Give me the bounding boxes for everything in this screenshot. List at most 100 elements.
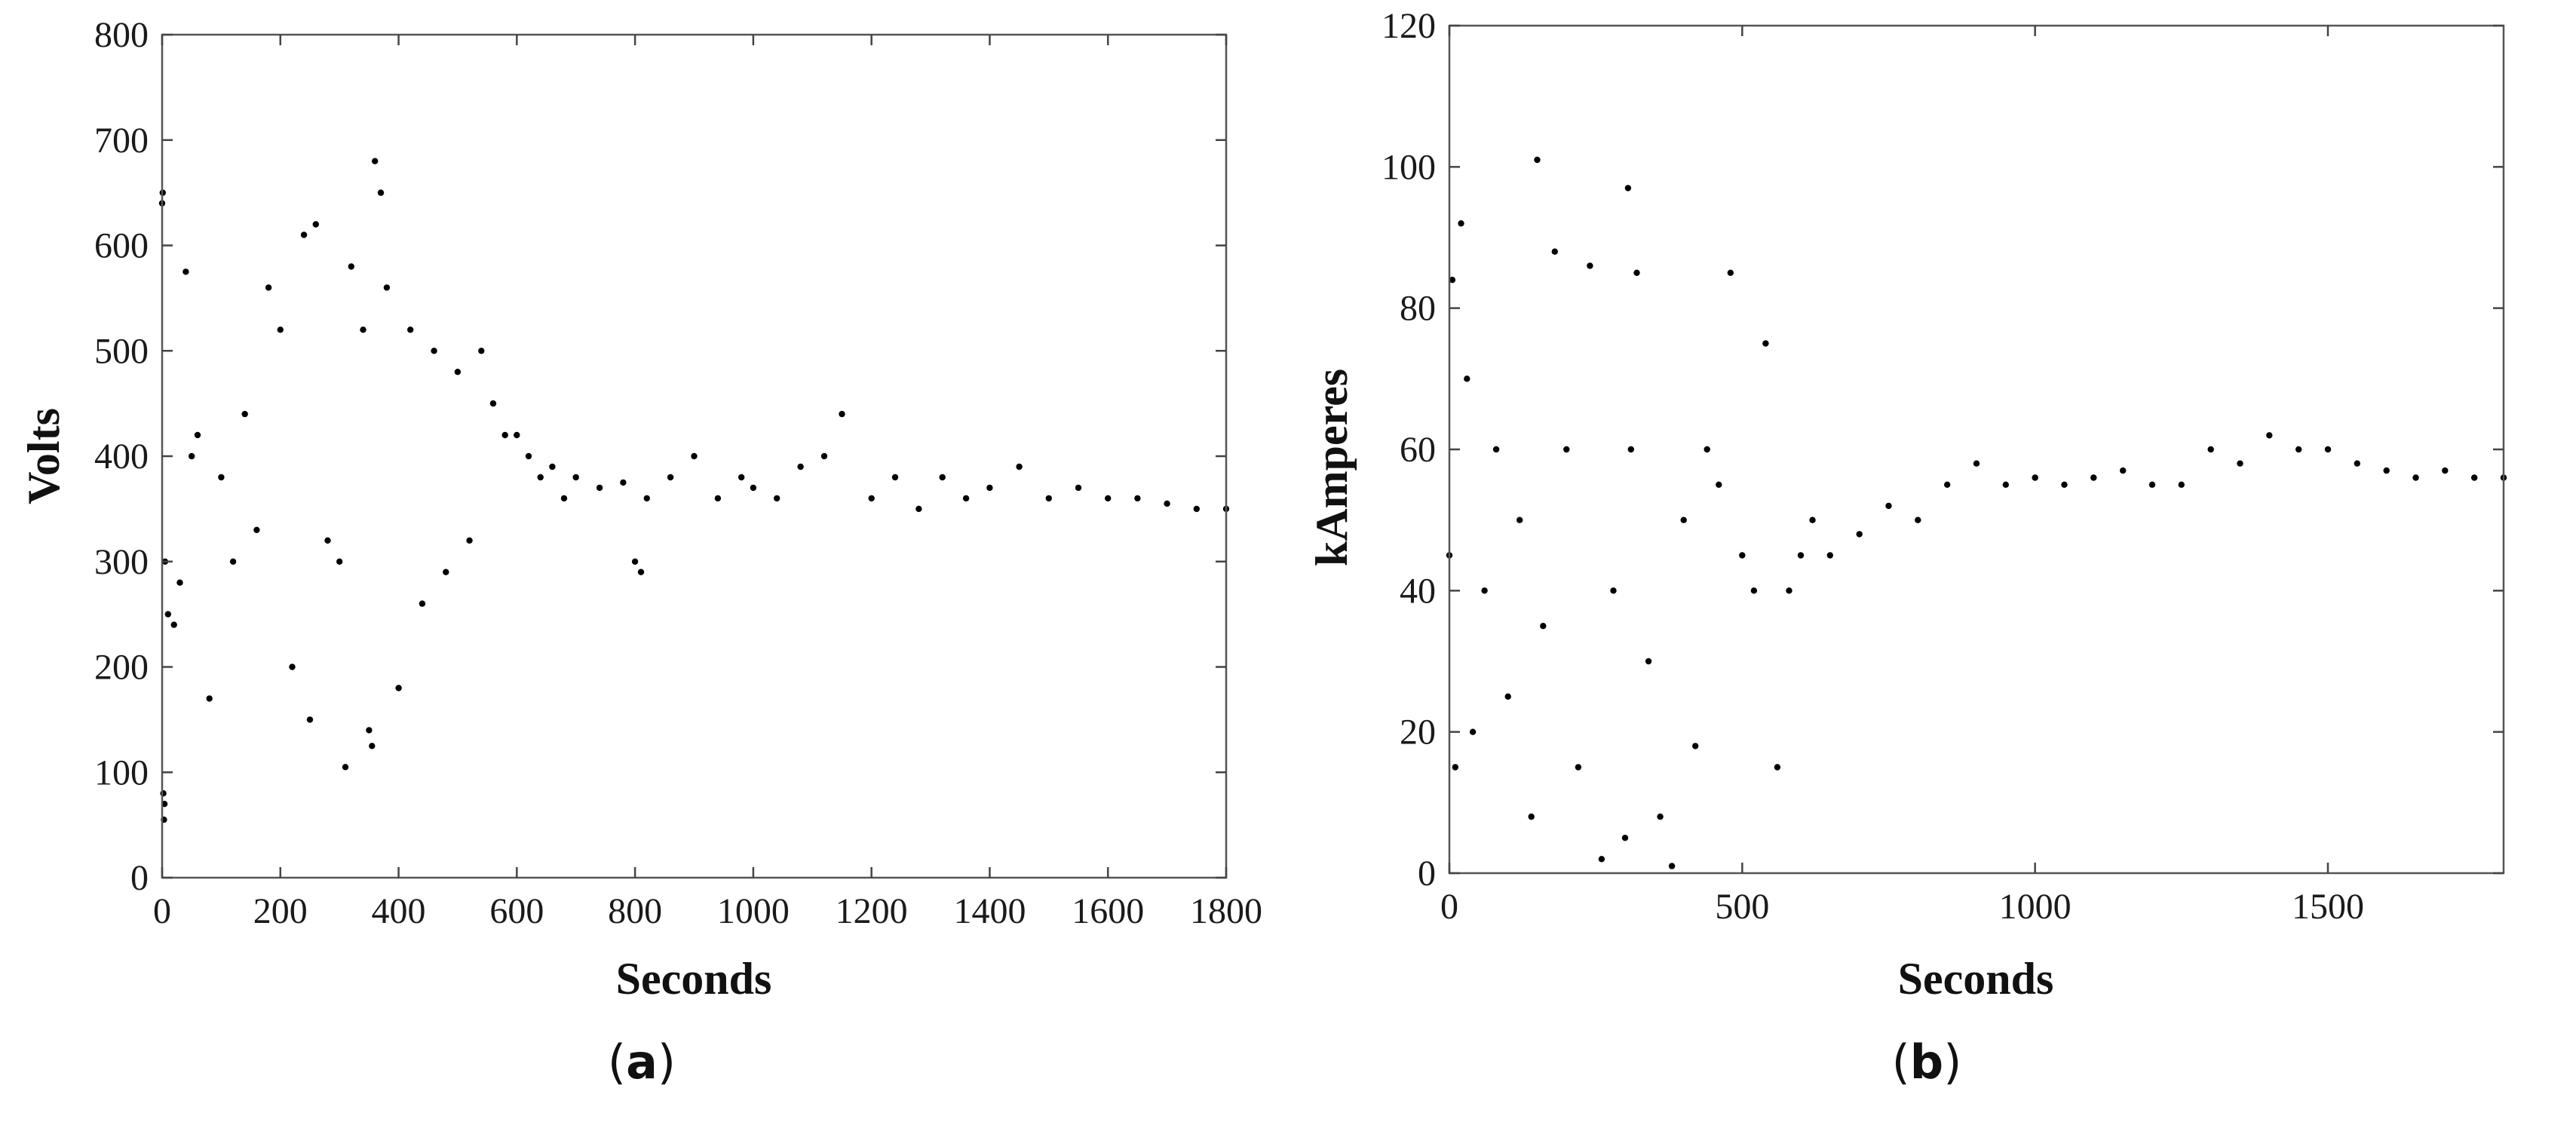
data-point [637, 569, 645, 575]
data-point [1704, 446, 1710, 453]
y-tick-label: 0 [1418, 854, 1436, 894]
data-point [194, 431, 201, 439]
y-tick-label: 60 [1400, 430, 1436, 470]
plot-frame-b [1448, 24, 2505, 875]
panel-a: 0 200 400 600 800 1000 1200 1400 1600 1800 0 100 200… [19, 15, 1262, 1090]
data-point [1575, 764, 1582, 771]
data-point [2002, 481, 2009, 488]
data-point [868, 495, 875, 502]
y-tick-label: 200 [94, 648, 149, 688]
volts-scatter-points [158, 158, 1230, 823]
data-point [1624, 185, 1632, 192]
data-point [1762, 340, 1769, 347]
kamperes-scatter-points [1446, 156, 2507, 869]
x-tick-label: 0 [153, 891, 171, 931]
y-tick-label: 400 [94, 437, 149, 477]
data-point [525, 452, 532, 460]
data-point [514, 431, 520, 439]
data-point [2032, 474, 2038, 481]
panel-label-a: (a) [608, 1035, 676, 1090]
data-point [182, 268, 189, 275]
data-point [1610, 587, 1617, 594]
data-point [336, 558, 343, 565]
data-point [1492, 446, 1500, 453]
y-tick-label: 20 [1400, 713, 1436, 753]
data-point [431, 348, 437, 354]
data-point [306, 716, 314, 723]
data-point [2061, 481, 2068, 488]
data-point [1469, 728, 1477, 735]
y-tick-label: 500 [94, 331, 149, 371]
data-point [229, 558, 237, 565]
data-point [443, 569, 449, 575]
data-point [1856, 531, 1863, 538]
data-point [377, 189, 385, 196]
data-point [1516, 517, 1523, 523]
ticks-b: 0 500 1000 1500 0 20 40 60 80 100 120 [1382, 6, 2504, 927]
data-point [478, 348, 485, 354]
data-point [643, 495, 650, 502]
data-point [170, 621, 177, 628]
y-tick-label: 300 [94, 542, 149, 582]
data-point [1551, 248, 1558, 255]
data-point [1075, 484, 1082, 492]
data-point [667, 474, 674, 481]
data-point [572, 474, 579, 481]
x-tick-label: 1000 [1999, 887, 2072, 927]
data-point [1809, 517, 1816, 523]
x-tick-label: 1400 [953, 891, 1026, 931]
panel-label-b: (b) [1892, 1035, 1962, 1090]
x-axis-label-a: Seconds [616, 954, 772, 1004]
x-tick-label: 1000 [717, 891, 790, 931]
x-tick-label: 1200 [836, 891, 908, 931]
data-point [631, 558, 639, 565]
y-tick-label: 0 [130, 858, 149, 898]
panel-b: 0 500 1000 1500 0 20 40 60 80 100 120 Seconds kAmp… [1307, 6, 2507, 1090]
data-point [1692, 743, 1699, 749]
data-point [596, 484, 603, 492]
data-point [366, 727, 373, 734]
data-point [1826, 552, 1833, 559]
data-point [1657, 813, 1664, 820]
data-point [277, 326, 284, 333]
data-point [891, 474, 899, 481]
data-point [1164, 500, 1170, 507]
data-point [1528, 813, 1535, 820]
data-point [160, 790, 167, 797]
ticks-a: 0 200 400 600 800 1000 1200 1400 1600 1800 0 100 200… [94, 15, 1262, 931]
data-point [1452, 764, 1459, 771]
y-tick-label: 600 [94, 226, 149, 266]
data-point [1727, 269, 1734, 276]
data-point [986, 484, 993, 492]
data-point [176, 579, 183, 586]
data-point [360, 326, 366, 333]
data-point [839, 410, 845, 418]
data-point [369, 743, 376, 749]
y-tick-label: 100 [94, 753, 149, 792]
data-point [1534, 156, 1541, 164]
data-point [2120, 467, 2127, 474]
data-point [342, 764, 349, 771]
data-point [265, 284, 272, 291]
y-tick-label: 700 [94, 121, 149, 161]
y-tick-label: 120 [1382, 6, 1436, 46]
data-point [407, 326, 414, 333]
data-point [1504, 693, 1511, 700]
data-point [419, 600, 426, 607]
data-point [164, 611, 171, 618]
x-tick-label: 1500 [2292, 887, 2364, 927]
data-point [501, 431, 508, 439]
data-point [549, 463, 556, 471]
data-point [2324, 446, 2332, 453]
data-point [2266, 432, 2273, 439]
data-point [738, 474, 745, 481]
data-point [1481, 587, 1488, 594]
data-point [1587, 262, 1593, 269]
data-point [372, 158, 379, 164]
data-point [2295, 446, 2302, 453]
x-tick-label: 0 [1440, 887, 1458, 927]
data-point [797, 463, 804, 471]
data-point [1716, 481, 1722, 488]
data-point [1464, 376, 1470, 382]
data-point [691, 452, 698, 460]
